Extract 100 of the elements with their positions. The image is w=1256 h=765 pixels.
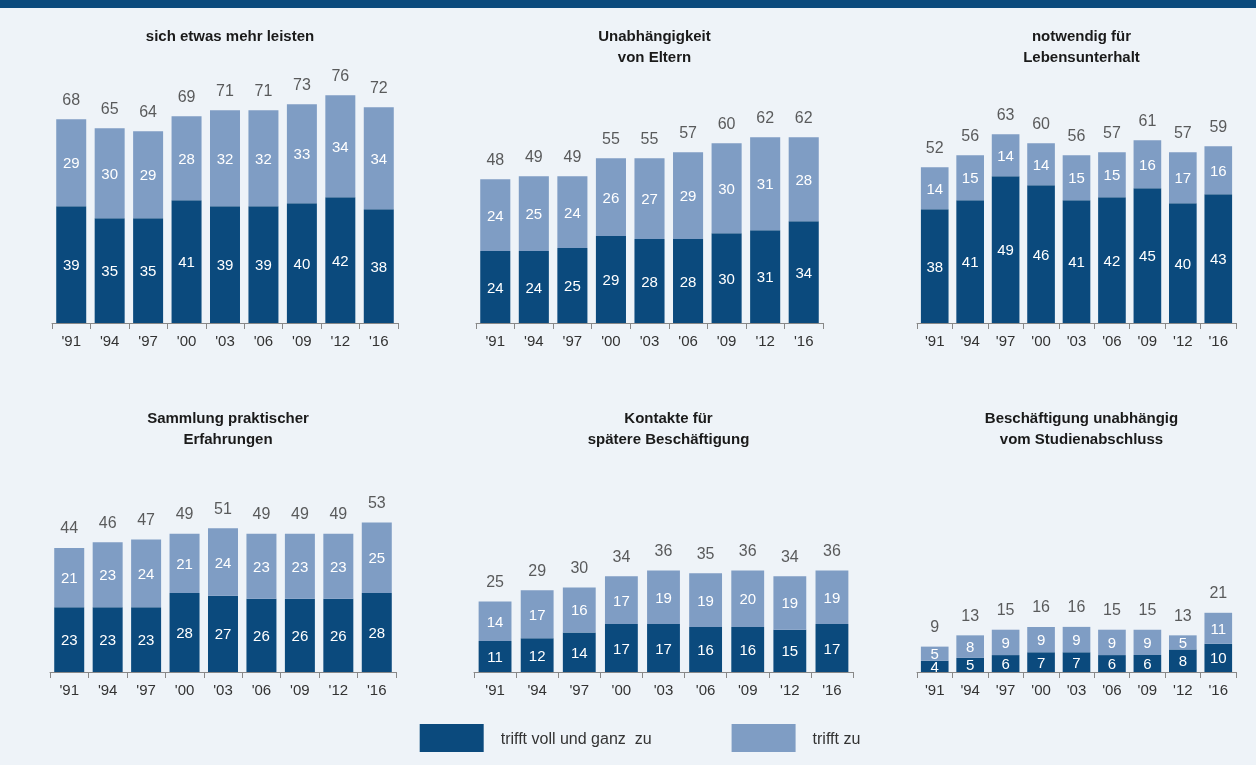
total-label: 29 [528, 561, 547, 579]
x-tick-label: '94 [960, 681, 980, 698]
total-label: 76 [331, 66, 350, 84]
total-label: 21 [1209, 584, 1228, 602]
x-tick-label: '97 [562, 332, 583, 349]
data-label: 19 [823, 588, 841, 606]
data-label: 34 [370, 149, 388, 167]
x-tick-label: '16 [369, 332, 389, 349]
total-label: 9 [930, 618, 940, 636]
data-label: 23 [329, 557, 347, 575]
data-label: 40 [293, 254, 311, 272]
data-label: 31 [756, 175, 774, 193]
data-label: 28 [641, 272, 658, 290]
x-tick-label: '06 [1102, 681, 1122, 698]
data-label: 21 [60, 569, 78, 587]
bar [1098, 197, 1126, 323]
bar [647, 624, 680, 672]
data-label: 28 [368, 624, 386, 642]
data-label: 17 [823, 639, 841, 657]
bar [1133, 140, 1162, 189]
x-tick-label: '09 [737, 681, 758, 698]
x-tick-label: '06 [253, 332, 274, 349]
data-label: 29 [602, 271, 620, 289]
total-label: 35 [696, 544, 715, 562]
total-label: 57 [679, 123, 698, 141]
total-label: 68 [62, 90, 81, 108]
bar [284, 598, 315, 672]
chart-title: Unabhängigkeit von Eltern [598, 27, 711, 65]
data-label: 28 [679, 272, 697, 290]
bar [1062, 652, 1091, 672]
x-tick-label: '12 [328, 681, 349, 698]
bar [595, 236, 626, 323]
data-label: 6 [1143, 655, 1152, 673]
bar [248, 110, 279, 207]
data-label: 42 [1103, 251, 1121, 269]
bar [478, 601, 512, 641]
data-label: 5 [930, 645, 939, 663]
data-label: 39 [255, 256, 272, 274]
total-label: 25 [486, 573, 505, 591]
data-label: 9 [1143, 633, 1152, 651]
data-label: 23 [291, 557, 309, 575]
bar [518, 176, 549, 252]
bar [323, 598, 354, 672]
data-label: 23 [253, 557, 270, 575]
data-label: 24 [137, 564, 155, 582]
bar [604, 576, 638, 625]
total-label: 15 [1138, 601, 1157, 619]
bar [56, 119, 87, 207]
data-label: 40 [1174, 254, 1192, 272]
bar [92, 542, 123, 608]
x-tick-label: '06 [678, 332, 698, 349]
bar [1133, 188, 1162, 323]
bar [562, 632, 596, 672]
bar [169, 593, 200, 672]
total-label: 51 [214, 499, 232, 517]
x-tick-label: '03 [215, 332, 235, 349]
data-label: 6 [1107, 655, 1117, 673]
data-label: 43 [1209, 250, 1227, 268]
data-label: 15 [961, 169, 979, 187]
chart-title: Sammlung praktischer Erfahrungen [147, 409, 310, 447]
bar [94, 218, 125, 323]
data-label: 14 [1032, 155, 1050, 173]
data-label: 5 [965, 656, 975, 674]
data-label: 38 [370, 257, 388, 275]
data-label: 30 [718, 179, 735, 197]
data-label: 23 [99, 631, 117, 649]
total-label: 53 [367, 494, 386, 512]
x-tick-label: '09 [1137, 681, 1158, 698]
total-label: 16 [1067, 598, 1086, 616]
bar [363, 107, 394, 210]
bar [1169, 203, 1197, 323]
x-tick-label: '00 [1031, 681, 1051, 698]
bar [169, 533, 200, 594]
data-label: 16 [1139, 155, 1156, 173]
data-label: 34 [795, 263, 813, 281]
data-label: 29 [62, 154, 80, 172]
data-label: 16 [739, 640, 757, 658]
bar [920, 167, 949, 210]
data-label: 26 [291, 626, 309, 644]
total-label: 71 [254, 81, 273, 99]
x-tick-label: '16 [1208, 332, 1229, 349]
total-label: 47 [137, 510, 156, 528]
chart-title: sich etwas mehr leisten [145, 27, 315, 44]
bar [325, 95, 356, 198]
bar [131, 539, 162, 608]
bar [210, 206, 240, 323]
total-label: 56 [1067, 126, 1086, 144]
bar [773, 629, 807, 672]
data-label: 7 [1036, 653, 1046, 671]
chart-title: Beschäftigung unabhängig vom Studienabschluss [984, 409, 1179, 447]
data-label: 14 [926, 179, 944, 197]
bar [210, 110, 240, 207]
bar [731, 626, 765, 672]
bar [956, 200, 984, 323]
bar [480, 251, 511, 323]
bar [750, 137, 781, 231]
x-tick-label: '12 [1173, 332, 1193, 349]
data-label: 25 [564, 277, 581, 295]
bar [208, 595, 238, 672]
legend-label: trifft zu [812, 729, 861, 747]
